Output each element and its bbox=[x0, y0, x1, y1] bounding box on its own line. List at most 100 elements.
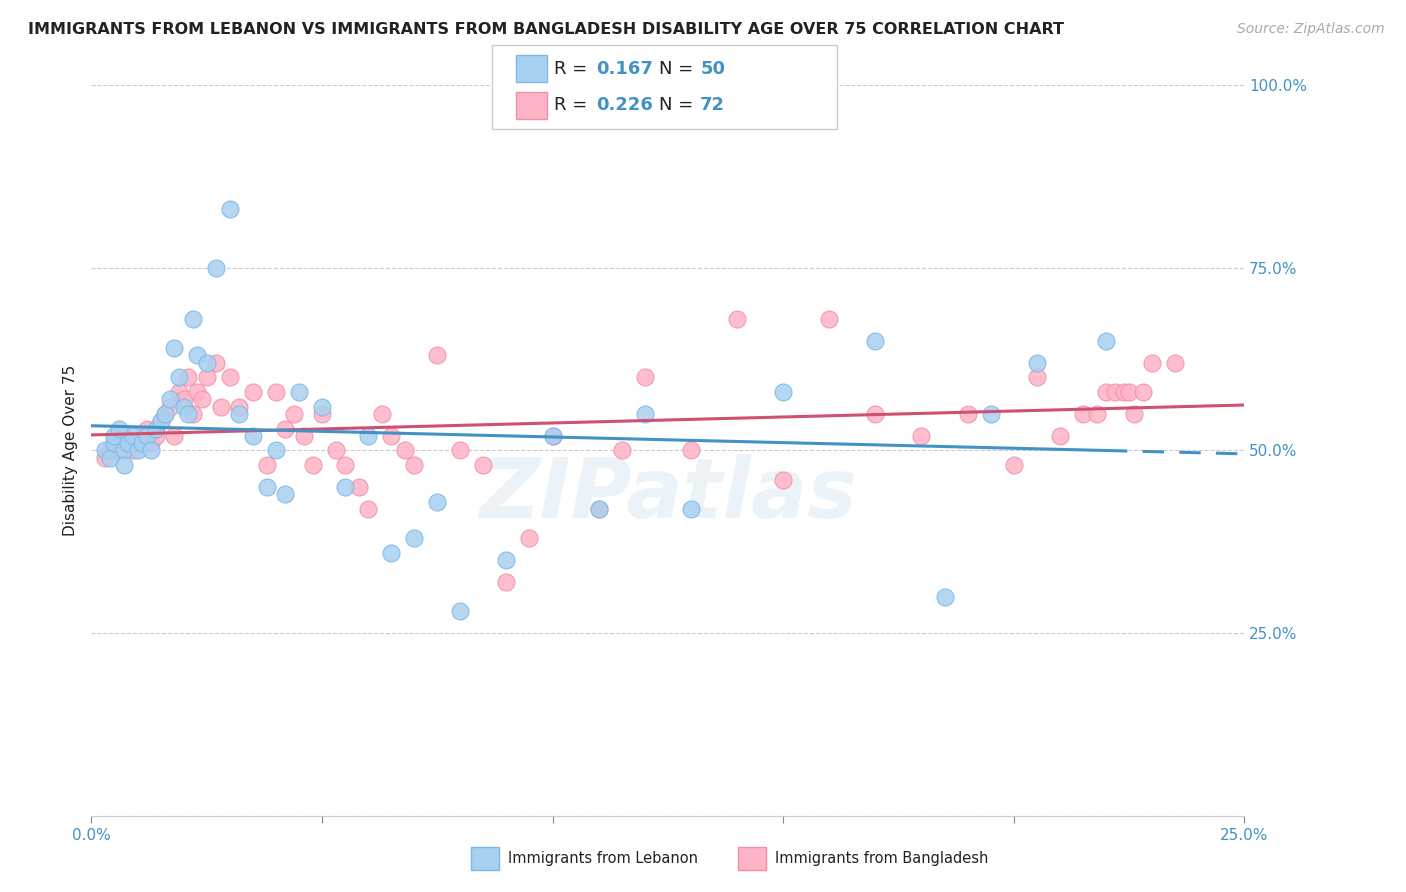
Point bbox=[163, 429, 186, 443]
Point bbox=[117, 436, 139, 450]
Point bbox=[112, 429, 135, 443]
Point bbox=[131, 436, 153, 450]
Point bbox=[588, 502, 610, 516]
Point bbox=[325, 443, 347, 458]
Point bbox=[112, 458, 135, 472]
Point bbox=[1095, 384, 1118, 399]
Point bbox=[274, 487, 297, 501]
Point bbox=[264, 384, 287, 399]
Point bbox=[404, 458, 426, 472]
Point bbox=[173, 392, 195, 407]
Point bbox=[195, 370, 218, 384]
Point bbox=[173, 400, 195, 414]
Point bbox=[1002, 458, 1025, 472]
Point bbox=[218, 370, 240, 384]
Point bbox=[108, 421, 131, 435]
Point bbox=[153, 407, 176, 421]
Point bbox=[333, 458, 356, 472]
Point bbox=[149, 414, 172, 428]
Point bbox=[818, 311, 841, 326]
Text: IMMIGRANTS FROM LEBANON VS IMMIGRANTS FROM BANGLADESH DISABILITY AGE OVER 75 COR: IMMIGRANTS FROM LEBANON VS IMMIGRANTS FR… bbox=[28, 22, 1064, 37]
Text: R =: R = bbox=[554, 60, 593, 78]
Point bbox=[242, 429, 264, 443]
Point bbox=[181, 407, 204, 421]
Point bbox=[98, 443, 121, 458]
Point bbox=[159, 392, 181, 407]
Point bbox=[1164, 356, 1187, 370]
Point bbox=[264, 443, 287, 458]
Point bbox=[288, 384, 311, 399]
Point bbox=[195, 356, 218, 370]
Point bbox=[177, 370, 200, 384]
Point bbox=[1025, 370, 1047, 384]
Point bbox=[98, 450, 121, 465]
Point bbox=[449, 604, 471, 618]
Point bbox=[135, 429, 157, 443]
Point bbox=[1095, 334, 1118, 348]
Point bbox=[371, 407, 394, 421]
Point bbox=[127, 436, 149, 450]
Y-axis label: Disability Age Over 75: Disability Age Over 75 bbox=[63, 365, 79, 536]
Point bbox=[772, 384, 794, 399]
Point bbox=[141, 436, 163, 450]
Point bbox=[541, 429, 564, 443]
Point bbox=[122, 443, 145, 458]
Point bbox=[394, 443, 416, 458]
Point bbox=[292, 429, 315, 443]
Point bbox=[209, 400, 232, 414]
Point bbox=[1140, 356, 1163, 370]
Point bbox=[449, 443, 471, 458]
Point bbox=[404, 531, 426, 545]
Point bbox=[135, 421, 157, 435]
Point bbox=[426, 348, 449, 362]
Point bbox=[301, 458, 323, 472]
Point bbox=[634, 370, 657, 384]
Point bbox=[347, 480, 370, 494]
Point bbox=[145, 421, 167, 435]
Point bbox=[610, 443, 633, 458]
Point bbox=[177, 407, 200, 421]
Text: Immigrants from Lebanon: Immigrants from Lebanon bbox=[508, 851, 697, 865]
Point bbox=[274, 421, 297, 435]
Point bbox=[1049, 429, 1071, 443]
Point bbox=[519, 531, 541, 545]
Point bbox=[357, 429, 380, 443]
Point bbox=[1132, 384, 1154, 399]
Point bbox=[679, 502, 702, 516]
Point bbox=[186, 348, 208, 362]
Point bbox=[311, 407, 333, 421]
Point bbox=[980, 407, 1002, 421]
Text: 50: 50 bbox=[700, 60, 725, 78]
Point bbox=[283, 407, 305, 421]
Text: N =: N = bbox=[659, 96, 699, 114]
Text: N =: N = bbox=[659, 60, 699, 78]
Point bbox=[380, 429, 402, 443]
Point bbox=[1025, 356, 1047, 370]
Text: 0.226: 0.226 bbox=[596, 96, 652, 114]
Point bbox=[256, 480, 278, 494]
Point bbox=[218, 202, 240, 216]
Point bbox=[112, 443, 135, 458]
Point bbox=[333, 480, 356, 494]
Point bbox=[1104, 384, 1126, 399]
Point bbox=[181, 311, 204, 326]
Point bbox=[122, 429, 145, 443]
Point bbox=[141, 443, 163, 458]
Point bbox=[94, 450, 117, 465]
Point bbox=[242, 384, 264, 399]
Point bbox=[228, 407, 250, 421]
Point bbox=[588, 502, 610, 516]
Point bbox=[357, 502, 380, 516]
Point bbox=[1114, 384, 1136, 399]
Point bbox=[191, 392, 214, 407]
Point bbox=[725, 311, 748, 326]
Point bbox=[541, 429, 564, 443]
Point bbox=[1085, 407, 1108, 421]
Point bbox=[205, 260, 228, 275]
Point bbox=[865, 407, 887, 421]
Point bbox=[256, 458, 278, 472]
Point bbox=[865, 334, 887, 348]
Point bbox=[117, 436, 139, 450]
Point bbox=[934, 590, 956, 604]
Point bbox=[426, 494, 449, 508]
